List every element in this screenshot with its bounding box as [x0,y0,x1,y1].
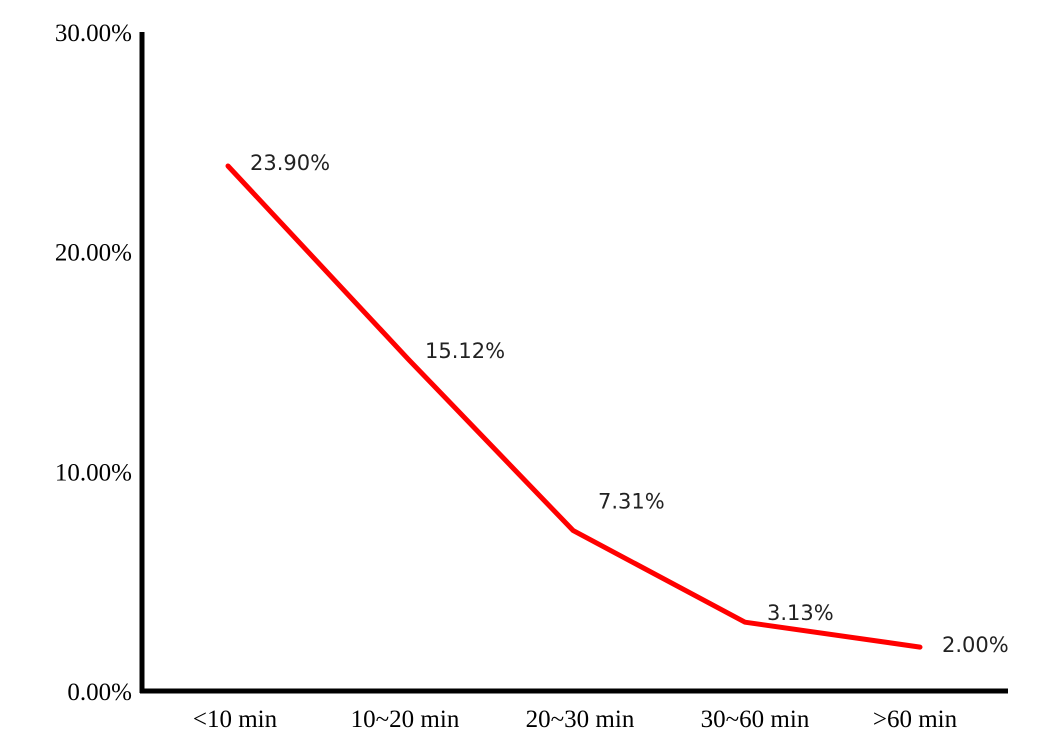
data-label: 23.90% [250,151,330,175]
x-tick-label: >60 min [873,706,958,733]
series-line [225,163,923,650]
y-tick-label: 10.00% [55,459,132,486]
data-label: 7.31% [598,489,665,513]
series-group [225,163,923,650]
data-labels: 23.90% 15.12% 7.31% 3.13% 2.00% [250,151,1009,657]
y-tick-label: 30.00% [55,20,132,47]
y-tick-label: 0.00% [67,679,132,706]
y-axis-ticks: 0.00% 10.00% 20.00% 30.00% [55,20,132,706]
x-tick-label: 10~20 min [351,706,460,733]
data-label: 15.12% [425,339,505,363]
y-tick-label: 20.00% [55,240,132,267]
data-label: 2.00% [942,633,1009,657]
x-axis-ticks: <10 min 10~20 min 20~30 min 30~60 min >60 mi… [193,706,958,733]
x-tick-label: <10 min [193,706,278,733]
x-tick-label: 20~30 min [526,706,635,733]
data-label: 3.13% [767,601,834,625]
x-tick-label: 30~60 min [701,706,810,733]
